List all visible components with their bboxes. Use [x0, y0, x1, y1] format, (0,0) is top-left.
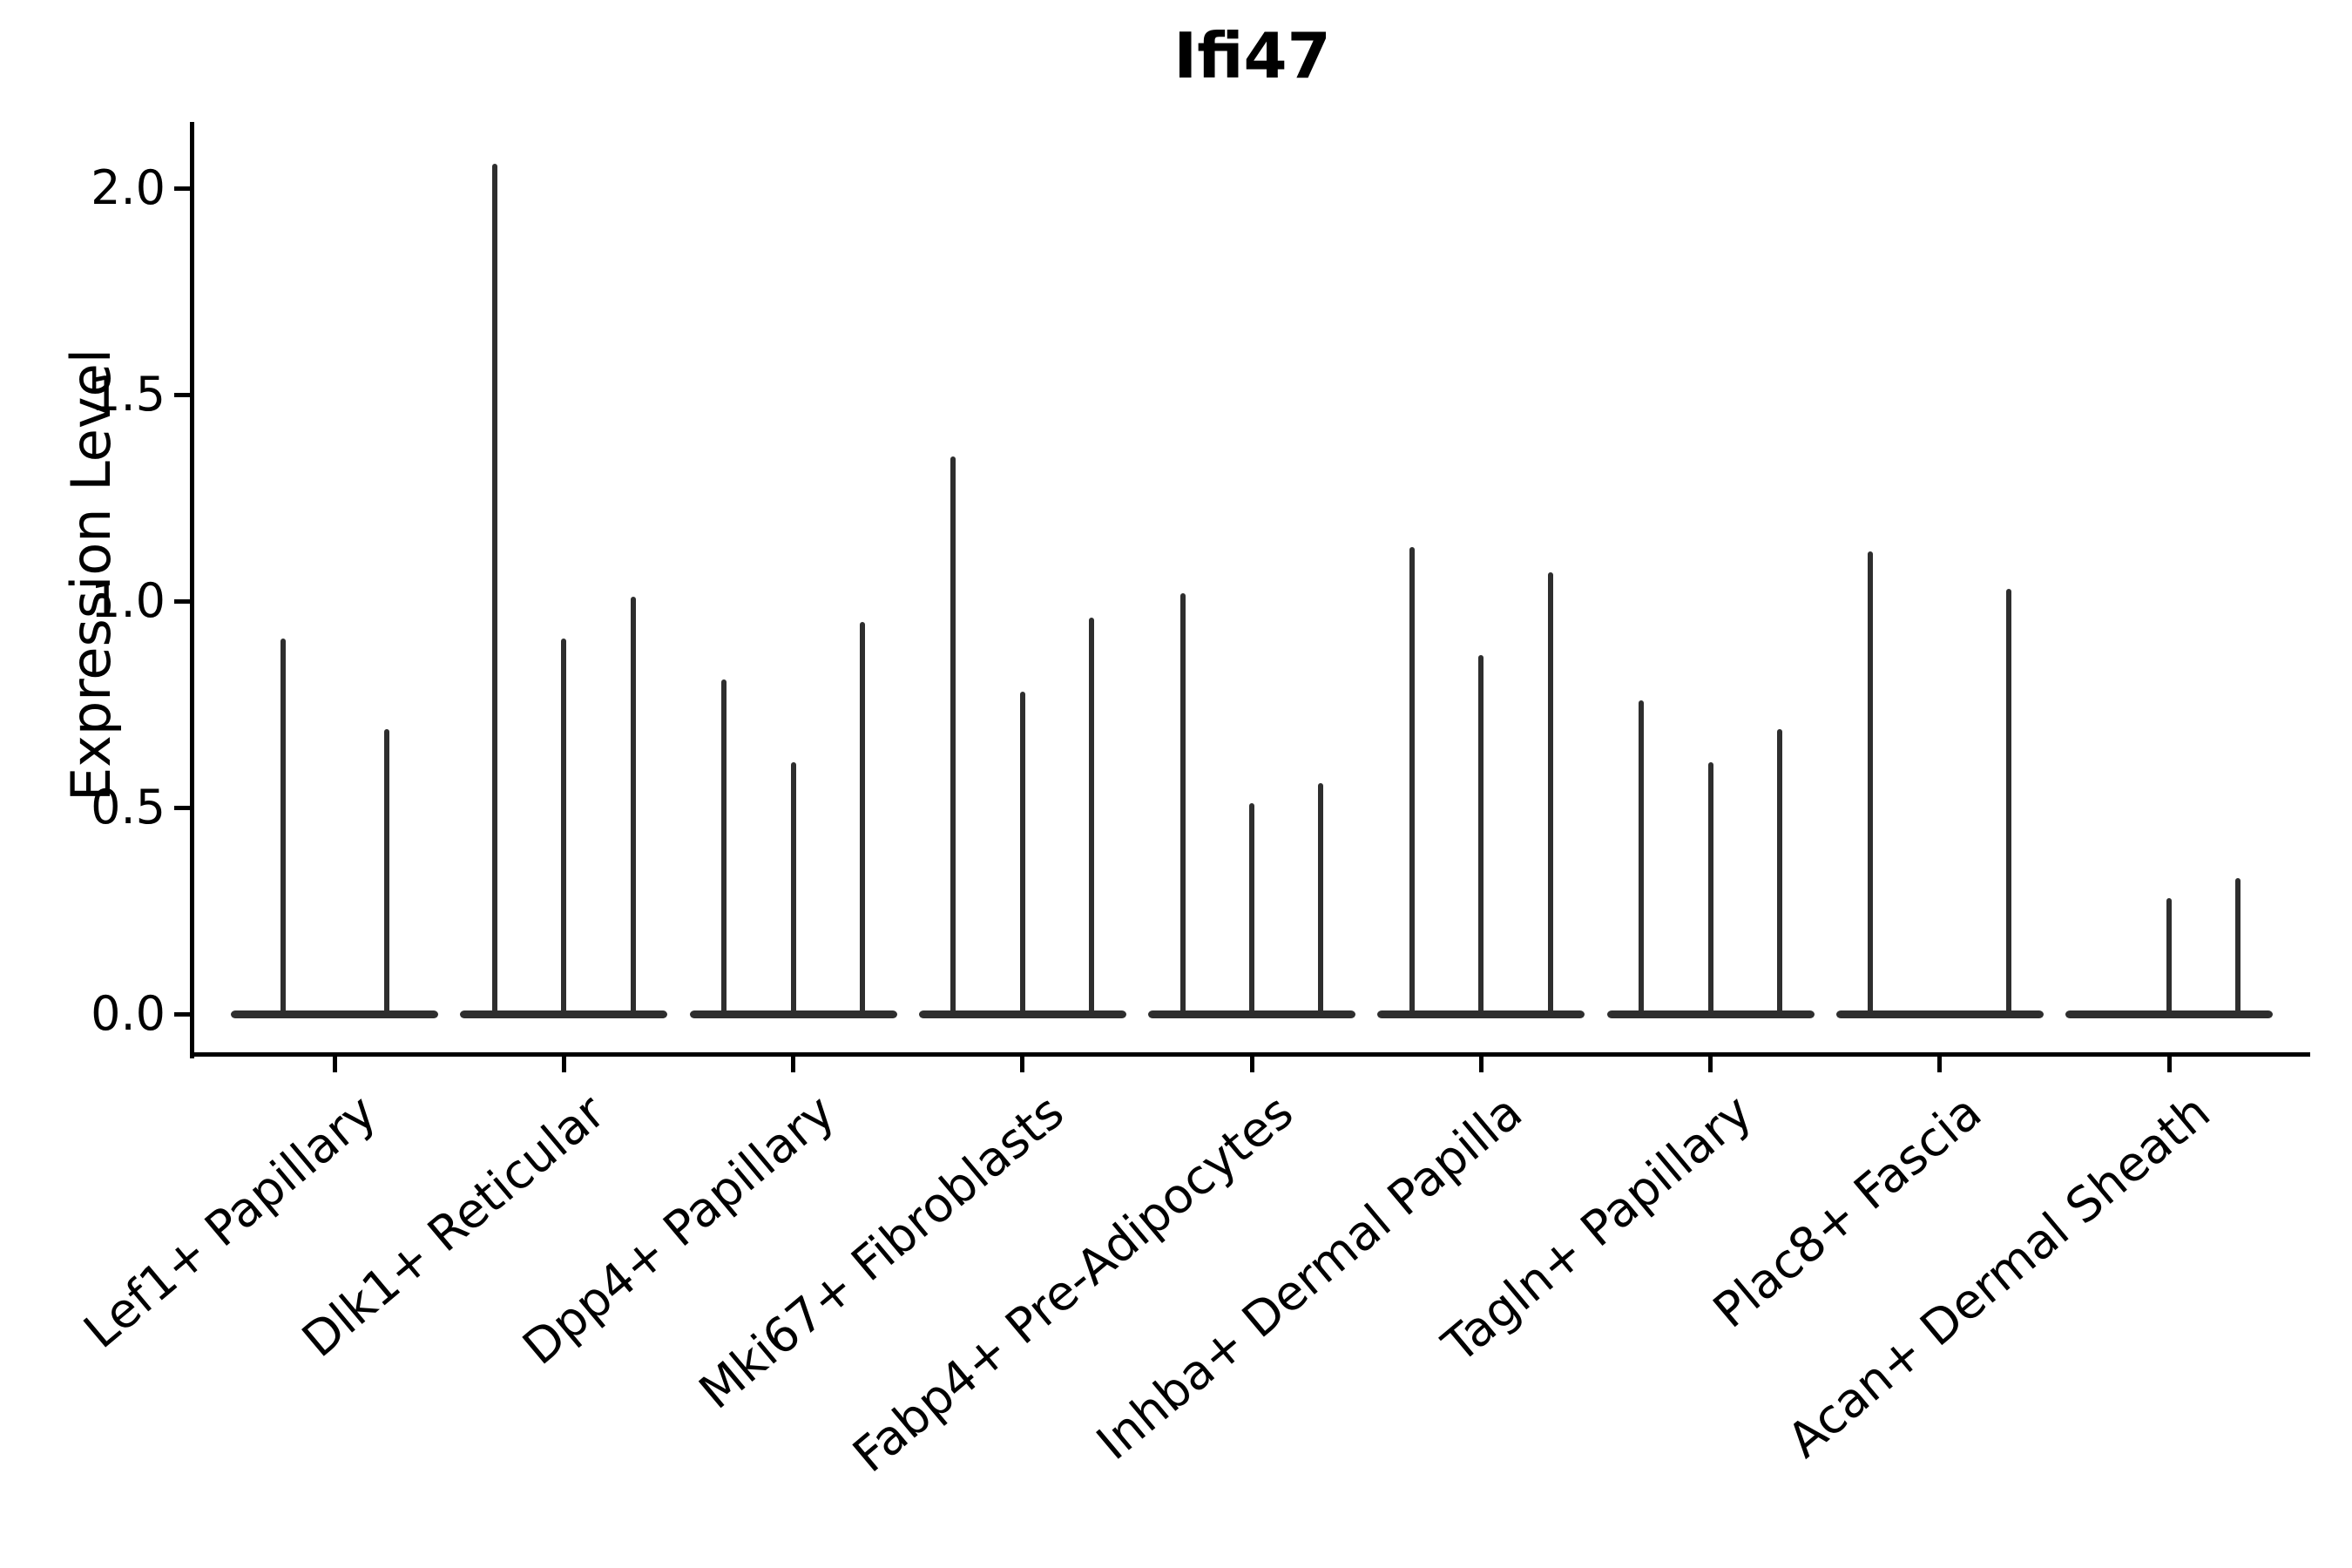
violin-spike — [790, 761, 796, 1018]
left-spine — [190, 122, 194, 1058]
violin-spike — [1318, 782, 1324, 1018]
y-tick-label: 1.0 — [91, 573, 166, 628]
violin-spike — [859, 621, 865, 1018]
x-tick — [561, 1056, 566, 1072]
violin-spike — [2166, 898, 2172, 1018]
chart-title: Ifi47 — [1173, 19, 1331, 92]
violin-spike — [561, 638, 567, 1018]
x-tick — [1249, 1056, 1254, 1072]
violin-spike — [1409, 547, 1415, 1018]
violin-spike — [1019, 692, 1025, 1018]
y-tick — [174, 1011, 190, 1017]
violin-spike — [721, 679, 727, 1018]
y-tick — [174, 186, 190, 191]
violin-spike — [491, 163, 497, 1018]
x-tick — [1708, 1056, 1713, 1072]
violin-spike — [2006, 588, 2012, 1018]
y-tick — [174, 805, 190, 810]
violin-spike — [383, 728, 389, 1018]
violin-spike — [1249, 803, 1254, 1018]
x-tick — [1020, 1056, 1025, 1072]
violin-spike — [1478, 654, 1484, 1018]
violin-spike — [950, 456, 956, 1018]
violin-spike — [1639, 700, 1645, 1018]
violin-baseline — [1835, 1010, 2044, 1018]
violin-spike — [630, 597, 636, 1018]
violin-spike — [1089, 617, 1095, 1018]
x-tick-label: Acan+ Dermal Sheath — [1777, 1084, 2221, 1469]
y-tick-label: 2.0 — [91, 160, 166, 215]
violin-spike — [1547, 571, 1553, 1018]
violin-baseline — [231, 1010, 438, 1018]
y-tick — [174, 598, 190, 604]
violin-spike — [1707, 761, 1713, 1018]
x-tick — [1478, 1056, 1484, 1072]
x-tick-label: Fabp4+ Pre-Adipocytes — [842, 1084, 1304, 1484]
violin-spike — [2235, 877, 2241, 1018]
y-tick-label: 0.0 — [91, 986, 166, 1041]
x-tick — [1937, 1056, 1943, 1072]
violin-spike — [1179, 592, 1186, 1018]
x-tick — [791, 1056, 795, 1072]
y-tick-label: 1.5 — [91, 367, 166, 422]
x-tick-label: Mki67+ Fibroblasts — [688, 1084, 1074, 1420]
y-tick-label: 0.5 — [91, 780, 166, 835]
violin-spike — [1868, 551, 1874, 1018]
x-tick-label: Inhba+ Dermal Papilla — [1086, 1084, 1533, 1471]
bottom-spine — [190, 1051, 2310, 1057]
y-tick — [174, 392, 190, 397]
x-tick — [332, 1056, 337, 1072]
violin-spike — [1776, 728, 1782, 1018]
violin-spike — [280, 638, 286, 1018]
x-tick — [2166, 1056, 2172, 1072]
